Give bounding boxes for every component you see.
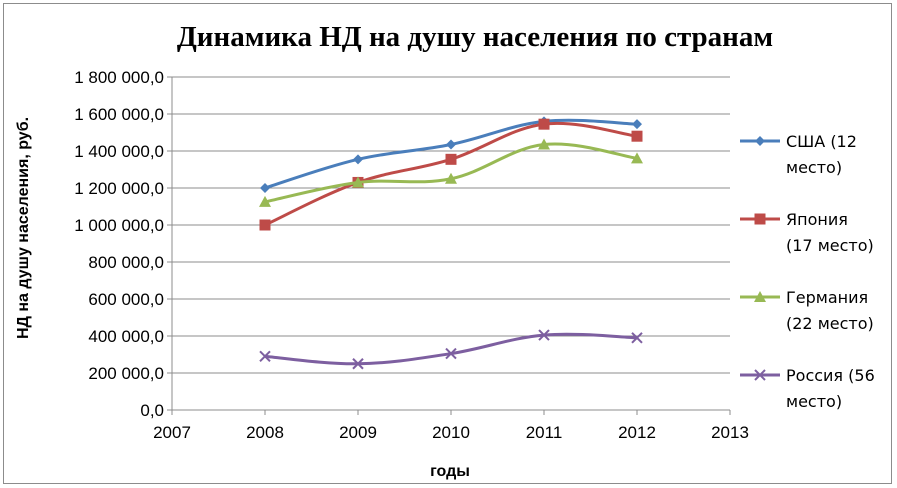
legend-marker <box>754 213 766 225</box>
y-tick-label: 1 600 000,0 <box>74 105 164 124</box>
data-point <box>445 172 457 184</box>
marker-stroke <box>352 358 364 370</box>
y-tick-labels: 0,0 200 000,0 400 000,0 600 000,0 800 000,0 1… <box>74 68 164 420</box>
y-tick-label: 1 800 000,0 <box>74 68 164 87</box>
data-point <box>353 154 363 165</box>
data-point <box>260 183 270 193</box>
data-point <box>538 329 550 341</box>
data-point <box>352 358 364 370</box>
data-point <box>259 195 271 207</box>
x-tick-label: 2007 <box>153 423 191 442</box>
gridlines <box>172 76 730 374</box>
legend: США (12 место) Япония (17 место) Германия (22… <box>740 132 875 411</box>
y-tick-label: 800 000,0 <box>88 253 164 272</box>
legend-label: (22 место) <box>786 314 874 333</box>
data-point <box>631 152 643 164</box>
x-tick-label: 2012 <box>618 423 656 442</box>
chart-area <box>3 3 892 484</box>
data-point <box>445 347 457 360</box>
legend-label: США (12 <box>786 132 857 151</box>
legend-label: место) <box>786 158 842 177</box>
data-point <box>631 332 643 344</box>
legend-marker <box>755 136 765 146</box>
y-tick-label: 400 000,0 <box>88 327 164 346</box>
series-line <box>264 332 638 366</box>
marker-stroke <box>445 347 457 360</box>
axes <box>167 76 731 415</box>
y-tick-label: 600 000,0 <box>88 290 164 309</box>
legend-label: Россия (56 <box>786 366 875 385</box>
y-tick-label: 200 000,0 <box>88 364 164 383</box>
data-point <box>631 130 643 142</box>
legend-label: Япония <box>786 210 848 229</box>
chart-title: Динамика НД на душу населения по странам <box>177 21 773 53</box>
legend-label: место) <box>786 392 842 411</box>
data-point <box>445 153 457 165</box>
data-point <box>538 118 550 130</box>
series-lines <box>259 116 643 370</box>
marker-stroke <box>631 332 643 344</box>
legend-label: Германия <box>786 288 868 307</box>
data-point <box>538 138 550 150</box>
marker-stroke <box>259 350 271 363</box>
y-tick-label: 0,0 <box>140 401 164 420</box>
x-tick-label: 2009 <box>339 423 377 442</box>
x-axis-title: годы <box>430 463 470 480</box>
marker-stroke <box>538 329 550 341</box>
x-tick-label: 2011 <box>526 423 563 442</box>
y-axis-title: НД на душу населения, руб. <box>15 117 32 339</box>
data-point <box>259 350 271 363</box>
data-point <box>632 119 642 130</box>
x-tick-label: 2008 <box>246 423 284 442</box>
x-tick-label: 2013 <box>711 423 749 442</box>
legend-marker <box>754 291 766 302</box>
data-point <box>446 139 456 150</box>
marker-stroke <box>754 369 766 381</box>
legend-marker <box>754 369 766 381</box>
data-point <box>352 176 364 188</box>
x-tick-labels: 2007 2008 2009 2010 2011 2012 2013 <box>153 423 749 442</box>
y-tick-label: 1 200 000,0 <box>74 179 164 198</box>
legend-label: (17 место) <box>786 236 874 255</box>
y-tick-label: 1 400 000,0 <box>74 142 164 161</box>
data-point <box>259 219 271 231</box>
y-tick-label: 1 000 000,0 <box>74 216 164 235</box>
x-tick-label: 2010 <box>432 423 470 442</box>
